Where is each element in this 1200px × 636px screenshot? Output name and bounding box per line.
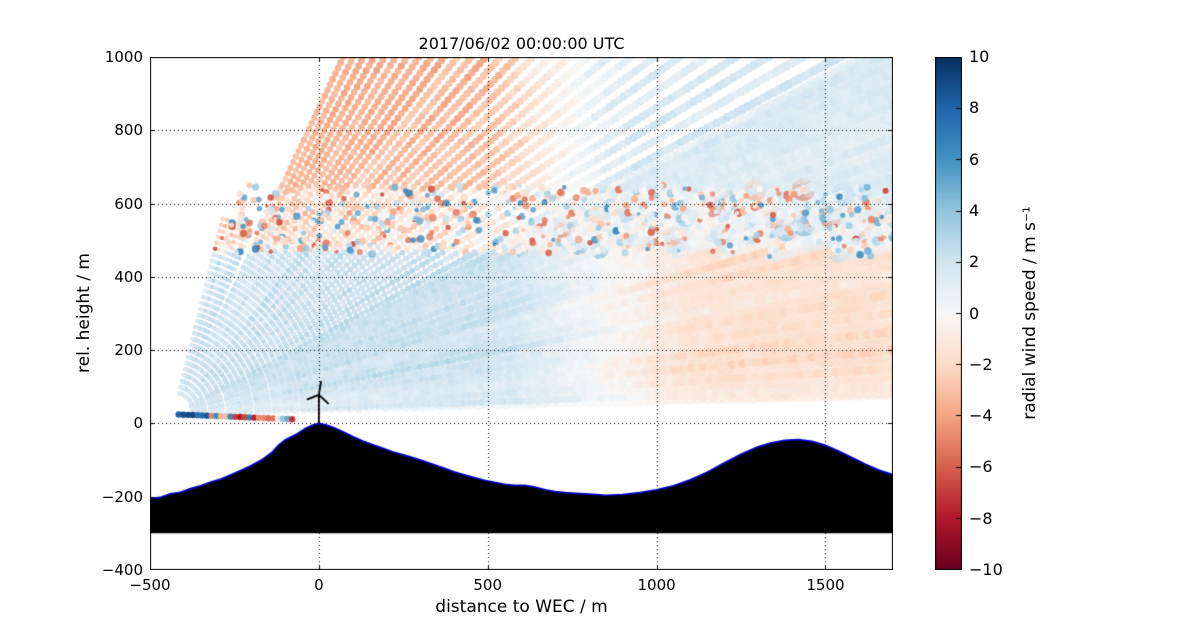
colorbar-label: radial wind speed / m s⁻¹: [1020, 206, 1040, 420]
y-tick-label: 200: [114, 341, 143, 360]
colorbar-tick-label: −2: [969, 354, 993, 374]
colorbar-tick-label: −4: [969, 406, 993, 426]
plot-canvas: [150, 57, 893, 570]
x-axis-label: distance to WEC / m: [435, 597, 608, 617]
plot-title: 2017/06/02 00:00:00 UTC: [418, 34, 625, 53]
x-tick-label: −500: [129, 576, 171, 594]
y-tick-label: −200: [101, 487, 143, 506]
y-tick-label: 800: [114, 121, 143, 140]
x-tick-label: 0: [314, 576, 324, 594]
x-tick-label: 1500: [806, 576, 845, 594]
x-tick-label: 500: [473, 576, 503, 594]
colorbar-tick-label: 10: [969, 47, 990, 66]
colorbar: [935, 57, 962, 570]
y-tick-label: 600: [114, 194, 143, 213]
colorbar-tick-label: −6: [969, 457, 993, 477]
colorbar-tick-label: −10: [969, 560, 1003, 579]
x-tick-label: 1000: [637, 576, 676, 594]
colorbar-tick-label: −8: [969, 508, 993, 528]
colorbar-tick-label: 4: [969, 200, 980, 220]
colorbar-tick-label: 2: [969, 252, 980, 272]
colorbar-tick-label: 8: [969, 98, 980, 118]
y-tick-label: 0: [133, 414, 143, 433]
colorbar-tick-label: 6: [969, 149, 980, 169]
y-tick-label: 1000: [104, 48, 143, 66]
colorbar-tick-label: 0: [969, 303, 980, 323]
y-tick-label: −400: [101, 561, 143, 579]
y-tick-label: 400: [114, 267, 143, 286]
